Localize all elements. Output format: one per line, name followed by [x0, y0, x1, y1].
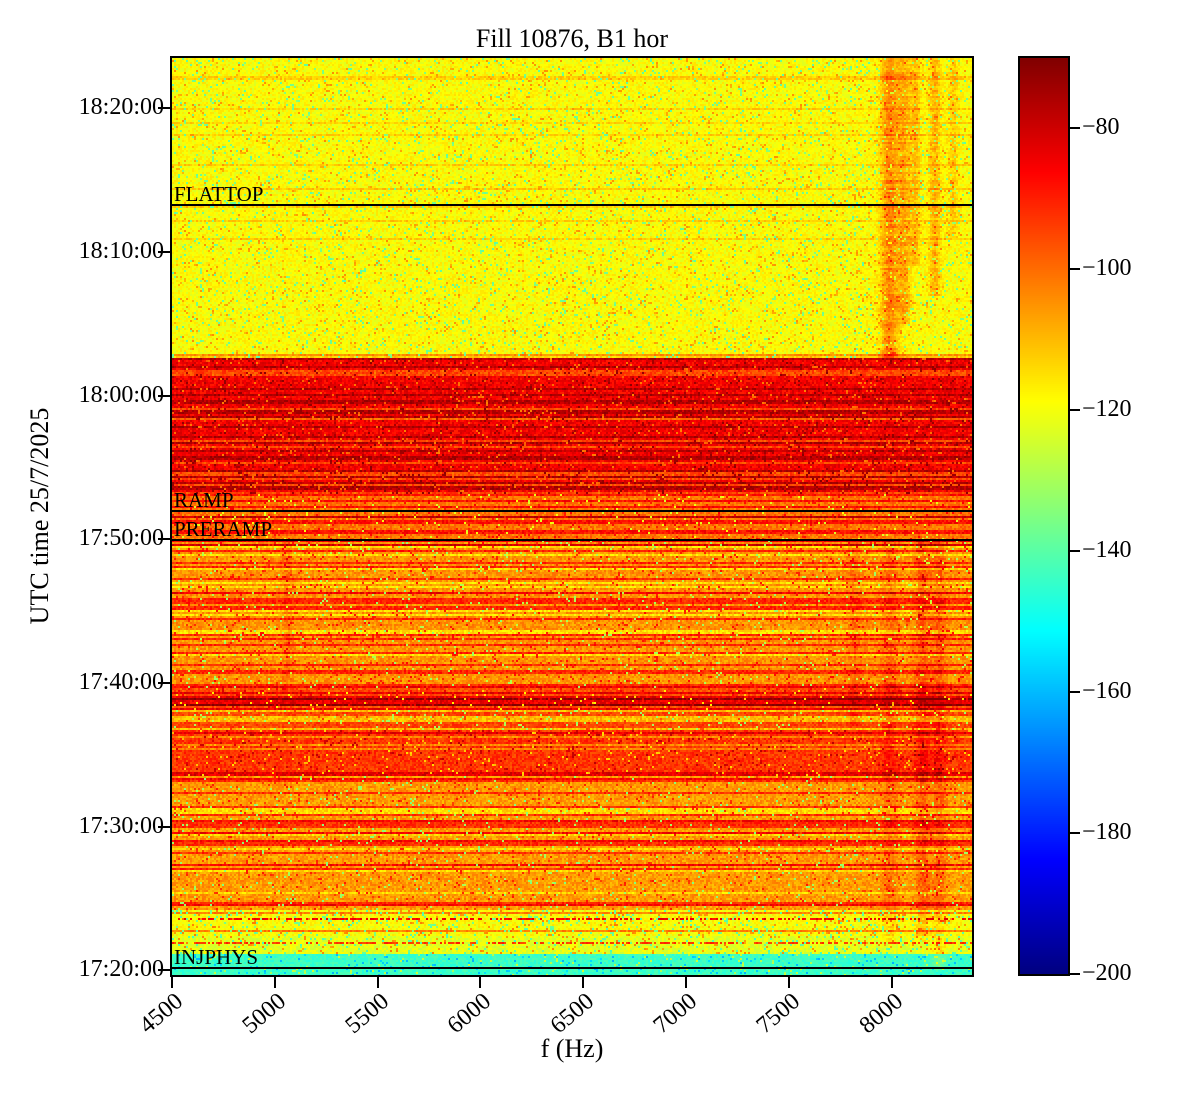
event-label-ramp: RAMP [174, 488, 234, 513]
spectrogram-plot-area: FLATTOP RAMP PRERAMP INJPHYS [170, 56, 974, 977]
x-tick-mark [582, 977, 585, 988]
x-tick-label: 7500 [751, 988, 806, 1040]
colorbar-tick-mark [1070, 973, 1080, 975]
y-tick-mark [158, 969, 170, 972]
x-axis-label: f (Hz) [540, 1034, 604, 1063]
y-tick-mark [158, 681, 170, 684]
y-tick-mark [158, 250, 170, 253]
y-tick-label: 17:50:00 [78, 525, 164, 552]
colorbar-tick-label: −160 [1082, 678, 1132, 705]
colorbar-tick-label: −180 [1082, 819, 1132, 846]
colorbar-tick-mark [1070, 268, 1080, 271]
event-line-ramp [172, 510, 972, 513]
y-tick-label: 17:20:00 [78, 956, 164, 983]
colorbar-tick-mark [1070, 409, 1080, 412]
x-tick-mark [171, 977, 173, 988]
colorbar-tick-label: −100 [1082, 255, 1132, 282]
y-axis-label: UTC time 25/7/2025 [25, 407, 54, 625]
colorbar-tick-label: −140 [1082, 537, 1132, 564]
x-tick-label: 8000 [854, 988, 908, 1040]
colorbar-tick-label: −80 [1082, 114, 1120, 141]
y-tick-label: 18:00:00 [78, 381, 164, 408]
colorbar [1018, 56, 1070, 976]
y-tick-label: 17:40:00 [78, 668, 164, 695]
x-tick-mark [479, 977, 482, 988]
event-line-preramp [172, 539, 972, 542]
y-tick-mark [158, 107, 170, 110]
x-tick-mark [273, 977, 276, 988]
y-tick-label: 18:20:00 [78, 94, 164, 121]
y-tick-mark [158, 394, 170, 397]
colorbar-tick-label: −200 [1082, 960, 1132, 986]
event-label-flattop: FLATTOP [174, 182, 264, 207]
x-tick-label: 7000 [648, 988, 703, 1040]
spectrogram-canvas [172, 58, 972, 975]
colorbar-tick-mark [1070, 550, 1080, 553]
event-line-injphys [172, 967, 972, 970]
x-tick-mark [890, 977, 893, 988]
y-tick-label: 17:30:00 [78, 812, 164, 839]
colorbar-tick-mark [1070, 691, 1080, 694]
x-tick-label: 6500 [545, 988, 600, 1040]
event-label-injphys: INJPHYS [174, 945, 259, 970]
colorbar-tick-label: −120 [1082, 396, 1132, 423]
y-tick-mark [158, 538, 170, 541]
chart-title: Fill 10876, B1 hor [475, 24, 669, 53]
colorbar-canvas [1020, 58, 1068, 974]
y-tick-mark [158, 825, 170, 828]
x-tick-mark [685, 977, 688, 988]
y-tick-label: 18:10:00 [78, 237, 164, 264]
event-line-flattop [172, 204, 972, 207]
x-tick-label: 5000 [237, 988, 291, 1040]
x-tick-mark [376, 977, 379, 988]
colorbar-tick-mark [1070, 127, 1080, 130]
colorbar-tick-mark [1070, 832, 1080, 835]
x-tick-mark [787, 977, 790, 988]
x-tick-label: 4500 [134, 988, 189, 1040]
x-tick-label: 6000 [443, 988, 497, 1040]
event-label-preramp: PRERAMP [174, 517, 273, 542]
x-tick-label: 5500 [340, 988, 394, 1040]
